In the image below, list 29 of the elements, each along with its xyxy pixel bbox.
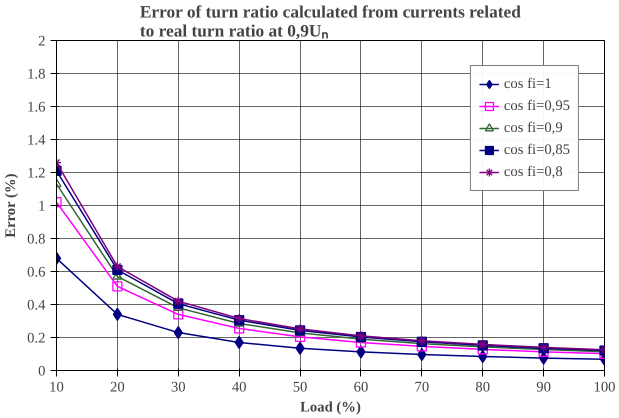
x-tick-label: 80 xyxy=(475,380,490,396)
y-tick-label: 0.4 xyxy=(27,298,46,314)
legend-label: cos fi=0,85 xyxy=(504,142,570,158)
y-tick-label: 0 xyxy=(38,364,46,380)
y-tick-label: 1.2 xyxy=(27,166,46,182)
x-tick-label: 40 xyxy=(232,380,246,396)
y-tick-label: 1 xyxy=(38,198,46,214)
x-tick-label: 30 xyxy=(170,380,186,396)
y-tick-label: 1.6 xyxy=(27,100,46,116)
x-tick-label: 70 xyxy=(414,380,430,396)
x-tick-label: 50 xyxy=(292,380,308,396)
legend-label: cos fi=0,95 xyxy=(504,98,570,114)
x-tick-label: 60 xyxy=(354,380,368,396)
legend-label: cos fi=0,9 xyxy=(504,120,563,136)
legend-label: cos fi=1 xyxy=(504,76,552,92)
x-axis-title: Load (%) xyxy=(300,400,361,416)
legend-label: cos fi=0,8 xyxy=(504,164,563,180)
x-tick-label: 20 xyxy=(110,380,125,396)
y-axis-title: Error (%) xyxy=(3,173,20,238)
y-tick-label: 1.8 xyxy=(27,66,46,82)
x-tick-label: 100 xyxy=(594,380,616,396)
y-tick-label: 1.4 xyxy=(27,132,46,148)
y-tick-label: 0.2 xyxy=(27,330,46,346)
y-tick-label: 2 xyxy=(38,34,46,50)
x-tick-label: 90 xyxy=(536,380,551,396)
x-tick-label: 10 xyxy=(49,380,64,396)
chart-title: Error of turn ratio calculated from currents related to real turn ratio at 0,9Uₙ xyxy=(140,2,522,40)
y-tick-label: 0.8 xyxy=(27,232,46,248)
y-tick-label: 0.6 xyxy=(27,264,46,280)
